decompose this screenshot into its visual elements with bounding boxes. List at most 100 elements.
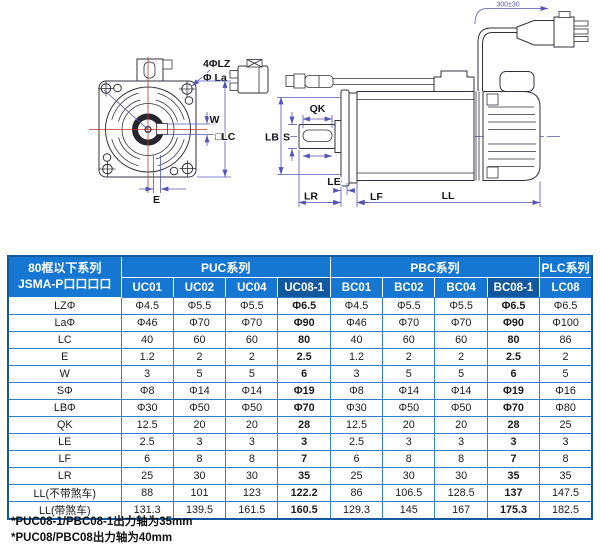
- spec-cell: 137: [486, 484, 541, 502]
- dim-label-lb: LB: [265, 132, 279, 144]
- spec-cell: 145: [382, 501, 436, 520]
- spec-cell: Φ100: [539, 314, 593, 332]
- spec-cell: Φ90: [277, 314, 331, 332]
- spec-table-body: LZΦ Φ4.5 Φ5.5 Φ5.5 Φ6.5 Φ4.5 Φ5.5 Φ5.5 Φ6.5 Φ6.5 L…: [7, 297, 593, 520]
- spec-cell: Φ90: [486, 314, 541, 332]
- dim-label-cable-length: 300±30: [496, 2, 519, 9]
- spec-cell: Φ4.5: [120, 297, 174, 315]
- spec-cell: 86: [329, 484, 384, 502]
- column-header-bc04: BC04: [434, 277, 488, 298]
- spec-cell: Φ80: [539, 399, 593, 417]
- spec-cell: Φ30: [329, 399, 384, 417]
- dim-label-s: S: [283, 132, 290, 144]
- spec-cell: Φ70: [382, 314, 436, 332]
- spec-cell: 8: [172, 450, 227, 468]
- spec-cell: Φ70: [225, 314, 279, 332]
- spec-cell: 6: [277, 365, 331, 383]
- spec-cell: 60: [382, 331, 436, 349]
- column-header-uc01: UC01: [120, 277, 174, 298]
- dim-label-le: LE: [327, 176, 340, 188]
- dim-label-qk: QK: [310, 103, 326, 115]
- spec-cell: Φ14: [172, 382, 227, 400]
- spec-cell: 40: [329, 331, 384, 349]
- spec-cell: Φ6.5: [486, 297, 541, 315]
- spec-cell: 60: [434, 331, 488, 349]
- spec-cell: Φ70: [486, 399, 541, 417]
- spec-cell: Φ50: [382, 399, 436, 417]
- spec-cell: 123: [225, 484, 279, 502]
- column-header-uc02: UC02: [172, 277, 227, 298]
- spec-cell: 25: [539, 416, 593, 434]
- table-row: LC 40 60 60 80 40 60 60 80 86: [7, 331, 593, 349]
- spec-cell: 6: [486, 365, 541, 383]
- spec-cell: 35: [539, 467, 593, 485]
- spec-cell: 8: [225, 450, 279, 468]
- spec-cell: Φ50: [172, 399, 227, 417]
- spec-cell: 2: [434, 348, 488, 366]
- spec-cell: Φ5.5: [434, 297, 488, 315]
- spec-cell: Φ50: [434, 399, 488, 417]
- row-label: LaΦ: [7, 314, 122, 332]
- footnote-2: *PUC08/PBC08出力轴为40mm: [11, 532, 173, 544]
- spec-table-header: 80框以下系列 JSMA-P口口口口 PUC系列 PBC系列 PLC系列 UC01 UC02…: [7, 255, 593, 298]
- dim-label-hole-circle: Φ La: [203, 72, 227, 84]
- spec-cell: Φ5.5: [382, 297, 436, 315]
- spec-cell: 131.3: [120, 501, 174, 520]
- column-header-uc08-1: UC08-1: [277, 277, 331, 298]
- spec-cell: 2: [382, 348, 436, 366]
- spec-cell: 2: [539, 348, 593, 366]
- dim-label-e: E: [153, 194, 160, 206]
- column-header-lc08: LC08: [539, 277, 593, 298]
- column-header-bc08-1: BC08-1: [486, 277, 541, 298]
- row-label: E: [7, 348, 122, 366]
- spec-cell: 2.5: [329, 433, 384, 451]
- spec-cell: 5: [539, 365, 593, 383]
- spec-cell: 3: [172, 433, 227, 451]
- spec-cell: 139.5: [172, 501, 227, 520]
- spec-cell: 3: [225, 433, 279, 451]
- spec-cell: 20: [434, 416, 488, 434]
- spec-cell: 2: [225, 348, 279, 366]
- table-row: LR 25 30 30 35 25 30 30 35 35: [7, 467, 593, 485]
- spec-cell: 175.3: [486, 501, 541, 520]
- spec-cell: 8: [539, 450, 593, 468]
- spec-cell: Φ8: [120, 382, 174, 400]
- spec-cell: 3: [486, 433, 541, 451]
- spec-cell: Φ14: [434, 382, 488, 400]
- row-label: LE: [7, 433, 122, 451]
- dimension-drawing: 4ΦLZ Φ La W □LC E: [89, 1, 589, 207]
- spec-cell: Φ19: [277, 382, 331, 400]
- table-row: LZΦ Φ4.5 Φ5.5 Φ5.5 Φ6.5 Φ4.5 Φ5.5 Φ5.5 Φ6.5 Φ6.5: [7, 297, 593, 315]
- spec-cell: 88: [120, 484, 174, 502]
- spec-cell: 6: [329, 450, 384, 468]
- spec-cell: 40: [120, 331, 174, 349]
- spec-cell: Φ70: [172, 314, 227, 332]
- spec-cell: Φ46: [329, 314, 384, 332]
- spec-cell: 182.5: [539, 501, 593, 520]
- spec-cell: 5: [434, 365, 488, 383]
- row-label: LF: [7, 450, 122, 468]
- row-label: LC: [7, 331, 122, 349]
- spec-cell: Φ8: [329, 382, 384, 400]
- series-group-header-1: PBC系列: [329, 255, 541, 278]
- row-label: LBΦ: [7, 399, 122, 417]
- spec-cell: 25: [329, 467, 384, 485]
- table-corner-header: 80框以下系列 JSMA-P口口口口: [7, 255, 122, 298]
- spec-cell: 3: [329, 365, 384, 383]
- spec-cell: 161.5: [225, 501, 279, 520]
- spec-cell: 8: [434, 450, 488, 468]
- spec-table: 80框以下系列 JSMA-P口口口口 PUC系列 PBC系列 PLC系列 UC01 UC02…: [7, 255, 593, 520]
- row-label: QK: [7, 416, 122, 434]
- table-row: LE 2.5 3 3 3 2.5 3 3 3 3: [7, 433, 593, 451]
- column-header-uc04: UC04: [225, 277, 279, 298]
- spec-cell: 3: [434, 433, 488, 451]
- dim-label-lr: LR: [304, 191, 318, 203]
- column-header-bc02: BC02: [382, 277, 436, 298]
- spec-cell: 7: [486, 450, 541, 468]
- row-label: LR: [7, 467, 122, 485]
- spec-cell: Φ14: [225, 382, 279, 400]
- spec-cell: Φ70: [434, 314, 488, 332]
- spec-cell: 3: [539, 433, 593, 451]
- spec-cell: 2.5: [120, 433, 174, 451]
